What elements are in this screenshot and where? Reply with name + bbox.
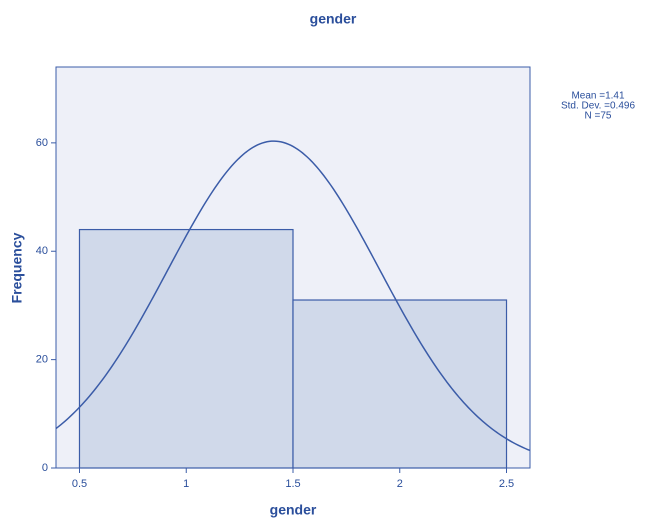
y-tick-label: 20 <box>36 354 48 366</box>
x-tick-label: 0.5 <box>72 478 87 490</box>
x-tick-label: 2 <box>397 478 403 490</box>
stat-label: Mean =1.41 <box>571 91 625 102</box>
chart-title: gender <box>310 11 357 27</box>
bar <box>78 228 294 469</box>
x-tick-label: 1 <box>183 478 189 490</box>
normal-curve <box>55 140 531 452</box>
stat-label: N =75 <box>585 111 612 122</box>
x-axis-label: gender <box>270 502 317 518</box>
y-tick-label: 0 <box>42 462 48 474</box>
x-tick-label: 2.5 <box>499 478 514 490</box>
x-tick-label: 1.5 <box>285 478 300 490</box>
y-tick-label: 60 <box>36 137 48 149</box>
y-axis-label: Frequency <box>9 232 25 303</box>
bar <box>292 299 508 469</box>
stat-label: Std. Dev. =0.496 <box>561 101 635 112</box>
y-tick-label: 40 <box>36 245 48 257</box>
